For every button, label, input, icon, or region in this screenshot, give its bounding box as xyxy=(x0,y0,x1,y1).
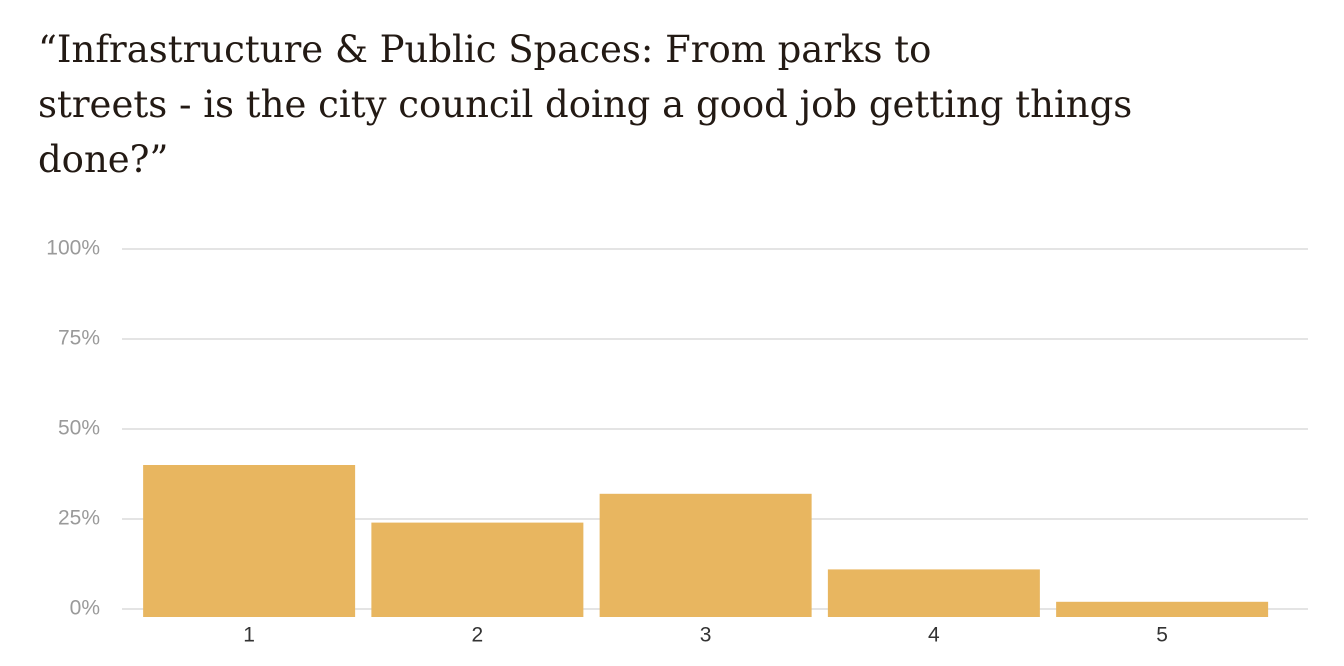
y-tick-label: 100% xyxy=(46,237,100,260)
bar xyxy=(143,465,356,617)
x-tick-label: 1 xyxy=(243,624,255,647)
y-tick-label: 0% xyxy=(70,597,100,620)
x-tick-label: 4 xyxy=(928,624,940,647)
bar xyxy=(599,493,812,617)
chart-title: done?” xyxy=(38,138,168,181)
y-tick-label: 50% xyxy=(58,417,100,440)
bar xyxy=(1056,601,1269,617)
x-tick-label: 5 xyxy=(1156,624,1168,647)
x-tick-label: 3 xyxy=(700,624,712,647)
bar xyxy=(371,522,584,617)
y-tick-label: 25% xyxy=(58,507,100,530)
chart-title: “Infrastructure & Public Spaces: From pa… xyxy=(38,28,931,71)
bar xyxy=(827,569,1040,617)
x-tick-label: 2 xyxy=(472,624,484,647)
chart-title: streets - is the city council doing a go… xyxy=(38,83,1132,126)
y-tick-label: 75% xyxy=(58,327,100,350)
